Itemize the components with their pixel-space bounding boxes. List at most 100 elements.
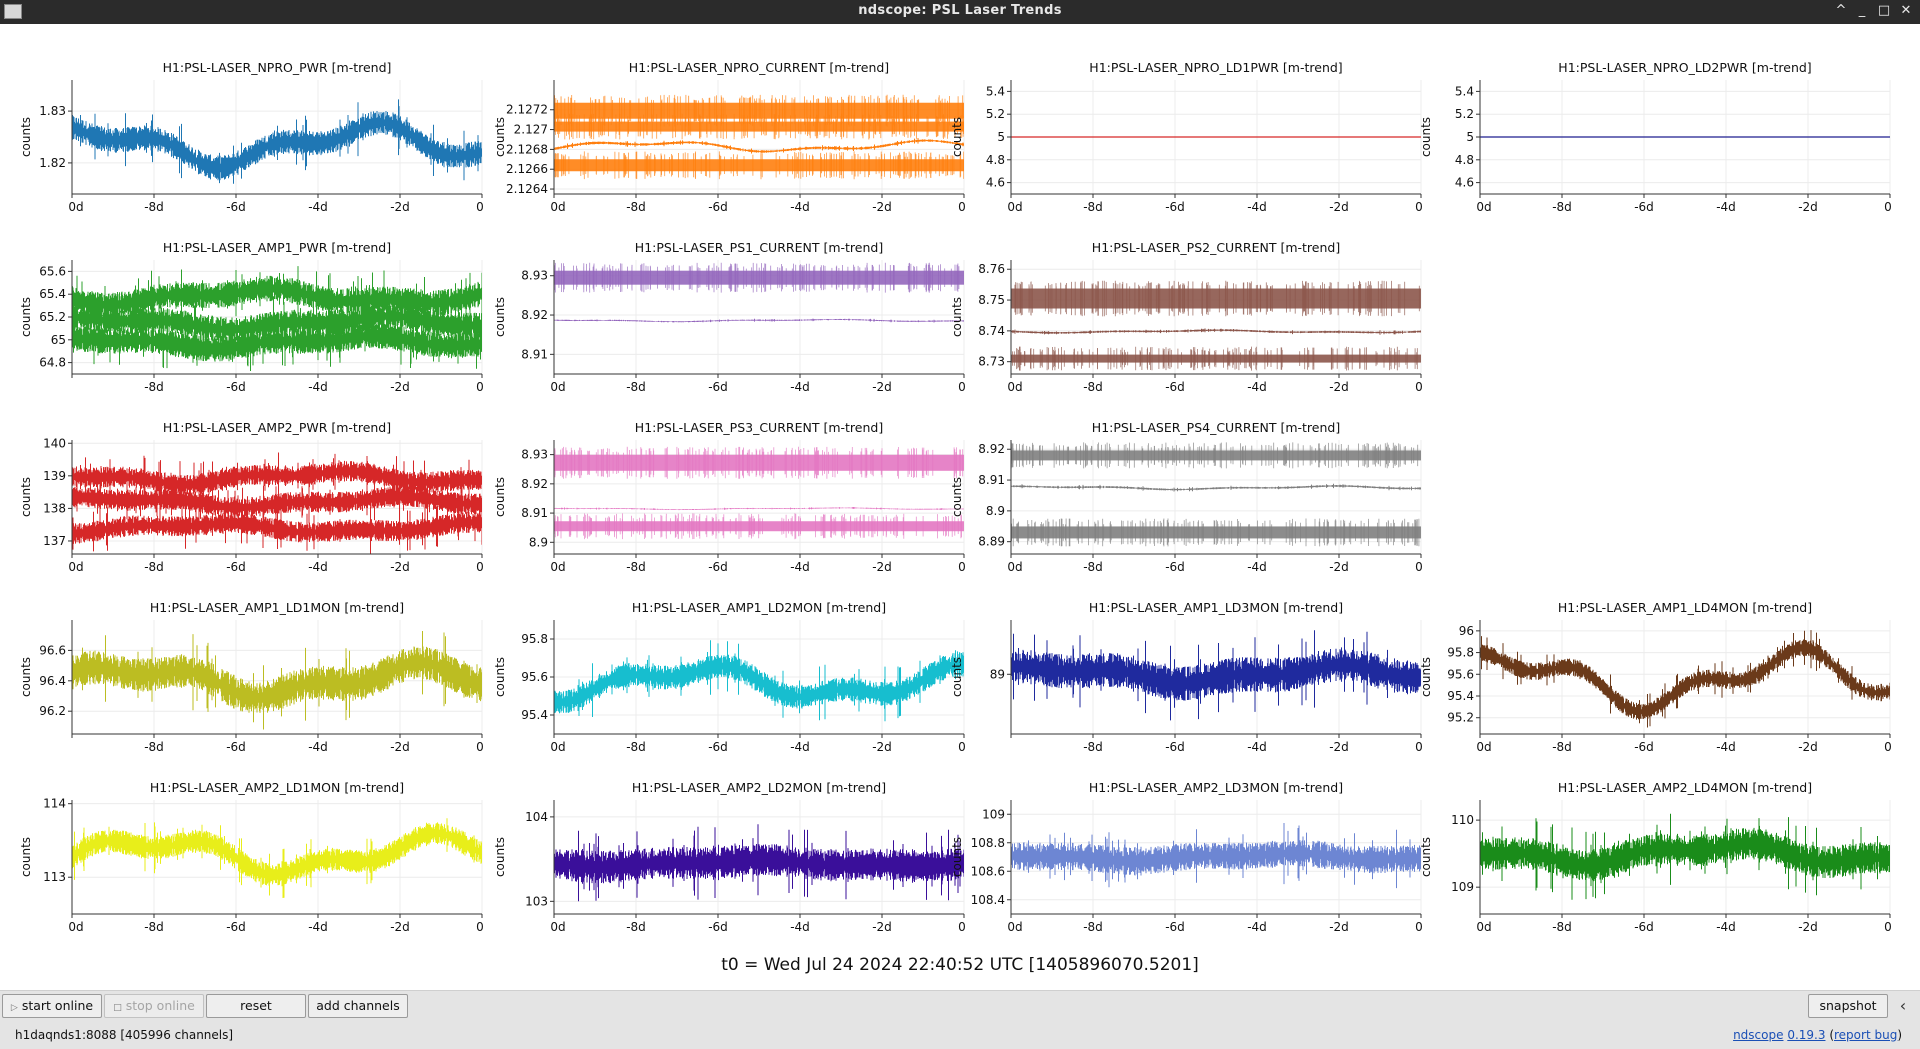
y-tick-label: 96 <box>1459 624 1474 638</box>
series-trace <box>72 266 482 328</box>
start-online-button[interactable]: ▷ start online <box>2 994 102 1018</box>
x-tick-label: -6d <box>226 380 246 394</box>
x-tick-label: -4d <box>308 920 328 934</box>
plot-15[interactable]: H1:PSL-LASER_AMP1_LD4MON [m-trend] 95.2 95… <box>1419 600 1892 754</box>
y-axis-label: counts <box>1419 657 1433 697</box>
x-tick-label: 0 <box>958 380 966 394</box>
y-tick-label: 8.76 <box>978 262 1005 276</box>
x-tick-label: -2d <box>1329 200 1349 214</box>
plot-17[interactable]: H1:PSL-LASER_AMP2_LD2MON [m-trend] 103 104… <box>493 780 966 934</box>
y-tick-label: 8.92 <box>978 442 1005 456</box>
app-icon[interactable] <box>4 4 22 19</box>
plot-title: H1:PSL-LASER_PS1_CURRENT [m-trend] <box>635 240 883 255</box>
y-tick-label: 104 <box>525 810 548 824</box>
x-tick-label: -2d <box>390 200 410 214</box>
version-info: ndscope 0.19.3 (report bug) <box>1733 1028 1902 1042</box>
x-tick-label: -4d <box>1247 200 1267 214</box>
x-tick-label: 0d <box>1476 200 1491 214</box>
series-trace <box>1011 630 1421 721</box>
plot-3[interactable]: H1:PSL-LASER_NPRO_LD2PWR [m-trend] 4.6 4.8… <box>1419 60 1892 214</box>
y-tick-label: 5.4 <box>1455 84 1474 98</box>
plot-1[interactable]: H1:PSL-LASER_NPRO_CURRENT [m-trend] 2.126… <box>493 60 966 214</box>
series-traces <box>1011 280 1421 371</box>
menu-chevron-icon[interactable]: ‹ <box>1899 996 1907 1015</box>
x-tick-label: -6d <box>708 560 728 574</box>
y-tick-label: 8.93 <box>521 269 548 283</box>
plot-10[interactable]: H1:PSL-LASER_PS4_CURRENT [m-trend] 8.89 8.… <box>950 420 1423 574</box>
plot-title: H1:PSL-LASER_PS3_CURRENT [m-trend] <box>635 420 883 435</box>
t0-label: t0 = Wed Jul 24 2024 22:40:52 UTC [14058… <box>721 955 1199 975</box>
series-trace <box>1480 813 1890 900</box>
plot-13[interactable]: H1:PSL-LASER_AMP1_LD2MON [m-trend] 95.4 95… <box>493 600 966 754</box>
plot-8[interactable]: H1:PSL-LASER_AMP2_PWR [m-trend] 137 138 139… <box>19 420 484 574</box>
series-spikes <box>554 446 964 479</box>
series-traces <box>554 640 964 722</box>
x-tick-label: -2d <box>1329 380 1349 394</box>
x-tick-label: -6d <box>1165 560 1185 574</box>
keep-above-icon[interactable]: ^ <box>1835 3 1847 18</box>
y-tick-label: 95.4 <box>1447 689 1474 703</box>
x-tick-label: -4d <box>1716 920 1736 934</box>
y-tick-label: 108.4 <box>971 893 1005 907</box>
y-axis-label: counts <box>493 297 507 337</box>
plot-4[interactable]: H1:PSL-LASER_AMP1_PWR [m-trend] 64.8 65 65.… <box>19 240 484 394</box>
y-axis-label: counts <box>493 477 507 517</box>
y-tick-label: 89 <box>990 667 1005 681</box>
snapshot-button[interactable]: snapshot <box>1808 994 1888 1018</box>
maximize-icon[interactable]: □ <box>1877 3 1891 18</box>
plot-2[interactable]: H1:PSL-LASER_NPRO_LD1PWR [m-trend] 4.6 4.8… <box>950 60 1423 214</box>
plot-16[interactable]: H1:PSL-LASER_AMP2_LD1MON [m-trend] 113 114… <box>19 780 484 934</box>
x-tick-label: 0d <box>68 200 83 214</box>
minimize-icon[interactable]: _ <box>1858 3 1866 18</box>
server-status: h1daqnds1:8088 [405996 channels] <box>15 1028 234 1042</box>
y-tick-label: 65 <box>51 333 66 347</box>
series-traces <box>72 631 482 730</box>
x-tick-label: 0 <box>1415 560 1423 574</box>
status-bar: h1daqnds1:8088 [405996 channels] ndscope… <box>0 1024 1920 1049</box>
plot-19[interactable]: H1:PSL-LASER_AMP2_LD4MON [m-trend] 109 110… <box>1419 780 1892 934</box>
y-tick-label: 8.89 <box>978 535 1005 549</box>
reset-button[interactable]: reset <box>206 994 306 1018</box>
y-axis-label: counts <box>950 297 964 337</box>
version-link[interactable]: 0.19.3 <box>1787 1028 1826 1042</box>
series-traces <box>1011 823 1421 889</box>
series-trace <box>72 500 482 554</box>
series-traces <box>1011 630 1421 721</box>
report-bug-link[interactable]: report bug <box>1834 1028 1898 1042</box>
series-traces <box>72 99 482 184</box>
series-band <box>1011 450 1421 461</box>
plot-6[interactable]: H1:PSL-LASER_PS2_CURRENT [m-trend] 8.73 8.… <box>950 240 1423 394</box>
plot-title: H1:PSL-LASER_AMP2_PWR [m-trend] <box>163 420 391 435</box>
x-tick-label: -8d <box>144 560 164 574</box>
plot-0[interactable]: H1:PSL-LASER_NPRO_PWR [m-trend] 1.82 1.83 0… <box>19 60 484 214</box>
plot-title: H1:PSL-LASER_NPRO_CURRENT [m-trend] <box>629 60 889 75</box>
plot-18[interactable]: H1:PSL-LASER_AMP2_LD3MON [m-trend] 108.4 1… <box>950 780 1423 934</box>
x-tick-label: -6d <box>226 560 246 574</box>
x-tick-label: -4d <box>1716 740 1736 754</box>
plot-14[interactable]: H1:PSL-LASER_AMP1_LD3MON [m-trend] 89 -8d -… <box>950 600 1423 754</box>
plot-title: H1:PSL-LASER_AMP2_LD2MON [m-trend] <box>632 780 886 795</box>
close-icon[interactable]: ✕ <box>1900 3 1912 18</box>
plot-title: H1:PSL-LASER_PS4_CURRENT [m-trend] <box>1092 420 1340 435</box>
x-tick-label: -4d <box>308 380 328 394</box>
y-axis-label: counts <box>950 657 964 697</box>
y-tick-label: 8.91 <box>521 347 548 361</box>
plot-9[interactable]: H1:PSL-LASER_PS3_CURRENT [m-trend] 8.9 8.9… <box>493 420 966 574</box>
series-spikes <box>554 513 962 540</box>
stop-online-button[interactable]: □ stop online <box>104 994 204 1018</box>
x-tick-label: -8d <box>1552 200 1572 214</box>
add-channels-button[interactable]: add channels <box>308 994 408 1018</box>
y-tick-label: 4.8 <box>1455 153 1474 167</box>
y-axis-label: counts <box>493 657 507 697</box>
series-trace <box>1011 328 1421 335</box>
y-tick-label: 2.1268 <box>506 142 548 156</box>
plot-12[interactable]: H1:PSL-LASER_AMP1_LD1MON [m-trend] 96.2 96… <box>19 600 484 754</box>
series-trace <box>72 818 482 898</box>
play-icon: ▷ <box>10 1003 18 1013</box>
plot-5[interactable]: H1:PSL-LASER_PS1_CURRENT [m-trend] 8.91 8.… <box>493 240 966 394</box>
x-tick-label: -4d <box>790 920 810 934</box>
ndscope-link[interactable]: ndscope <box>1733 1028 1784 1042</box>
plot-title: H1:PSL-LASER_AMP1_PWR [m-trend] <box>163 240 391 255</box>
y-tick-label: 110 <box>1451 813 1474 827</box>
x-tick-label: 0d <box>1007 200 1022 214</box>
